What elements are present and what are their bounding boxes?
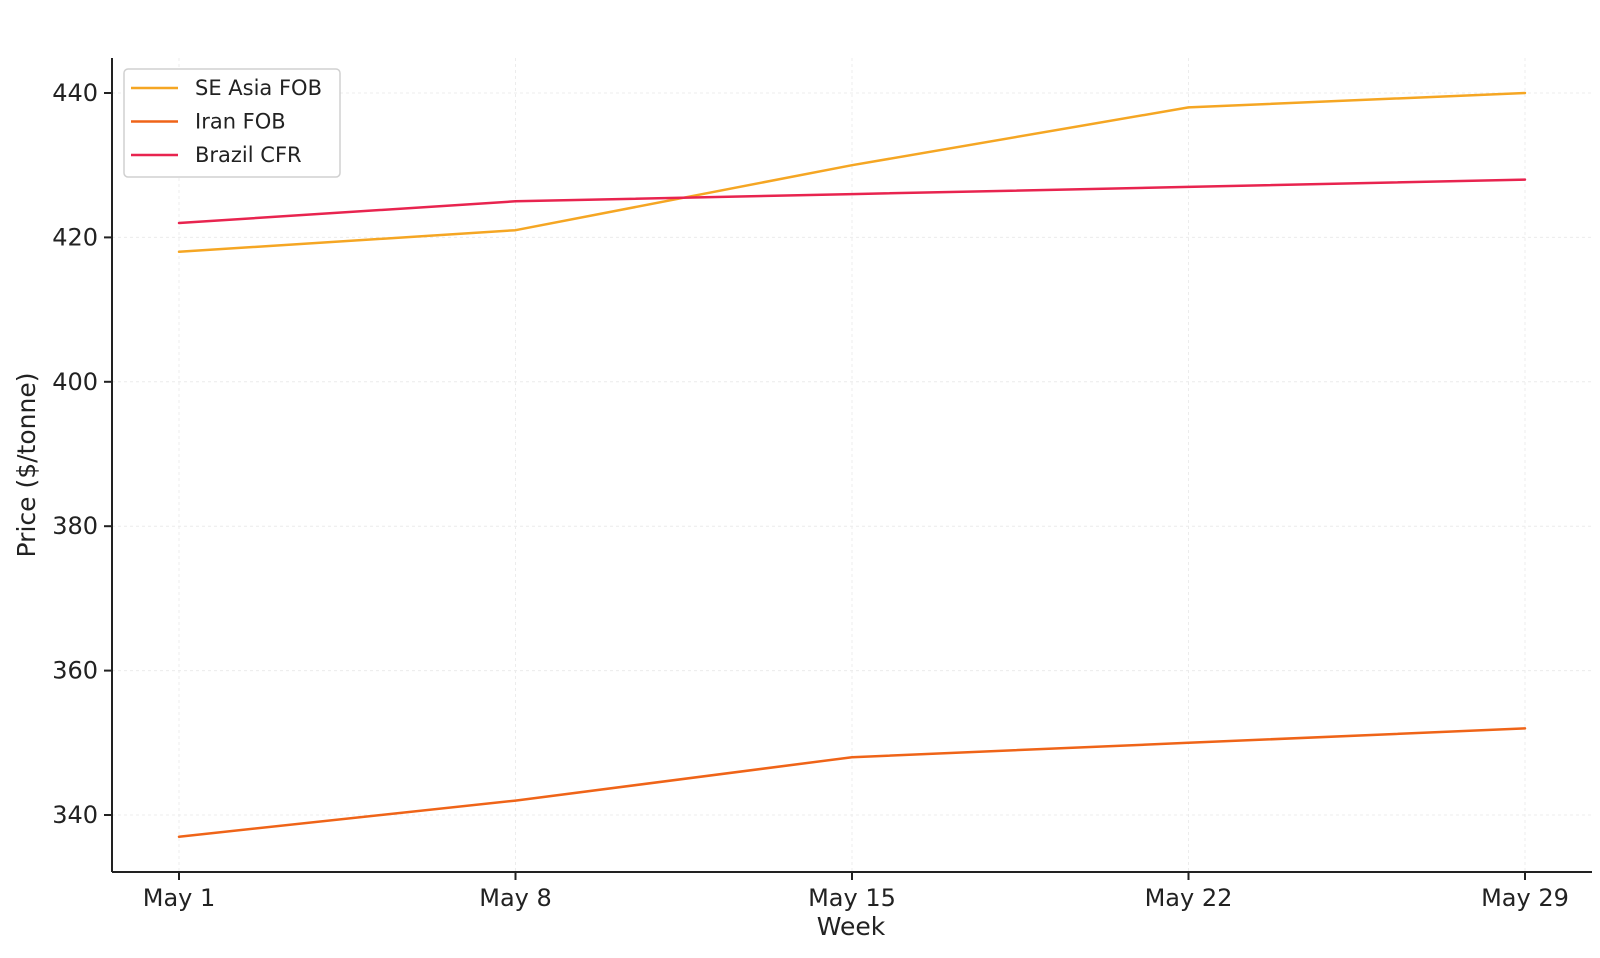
- legend-label-se-asia-fob: SE Asia FOB: [195, 76, 322, 100]
- x-tick-label: May 1: [143, 884, 216, 912]
- legend-box: [123, 68, 341, 178]
- x-tick-label: May 29: [1481, 884, 1569, 912]
- x-tick-label: May 8: [479, 884, 552, 912]
- x-tick-label: May 22: [1145, 884, 1233, 912]
- grid-layer: [112, 58, 1592, 872]
- x-axis-title: Week: [817, 912, 886, 941]
- series-lines: [177, 91, 1527, 838]
- y-ticks: 340 360 380 400 420 440: [52, 79, 112, 829]
- y-tick-label: 400: [52, 368, 98, 396]
- series-line-brazil-cfr: [177, 178, 1527, 225]
- y-tick-label: 380: [52, 512, 98, 540]
- series-line-se-asia-fob: [177, 91, 1527, 254]
- x-ticks: May 1 May 8 May 15 May 22 May 29: [143, 872, 1569, 912]
- y-tick-label: 420: [52, 223, 98, 251]
- legend: SE Asia FOB Iran FOB Brazil CFR: [123, 68, 341, 178]
- y-axis-title: Price ($/tonne): [12, 373, 41, 558]
- legend-label-iran-fob: Iran FOB: [195, 110, 286, 134]
- x-tick-label: May 15: [808, 884, 896, 912]
- legend-label-brazil-cfr: Brazil CFR: [195, 143, 302, 167]
- y-tick-label: 340: [52, 801, 98, 829]
- y-tick-label: 440: [52, 79, 98, 107]
- series-line-iran-fob: [177, 727, 1527, 838]
- y-tick-label: 360: [52, 657, 98, 685]
